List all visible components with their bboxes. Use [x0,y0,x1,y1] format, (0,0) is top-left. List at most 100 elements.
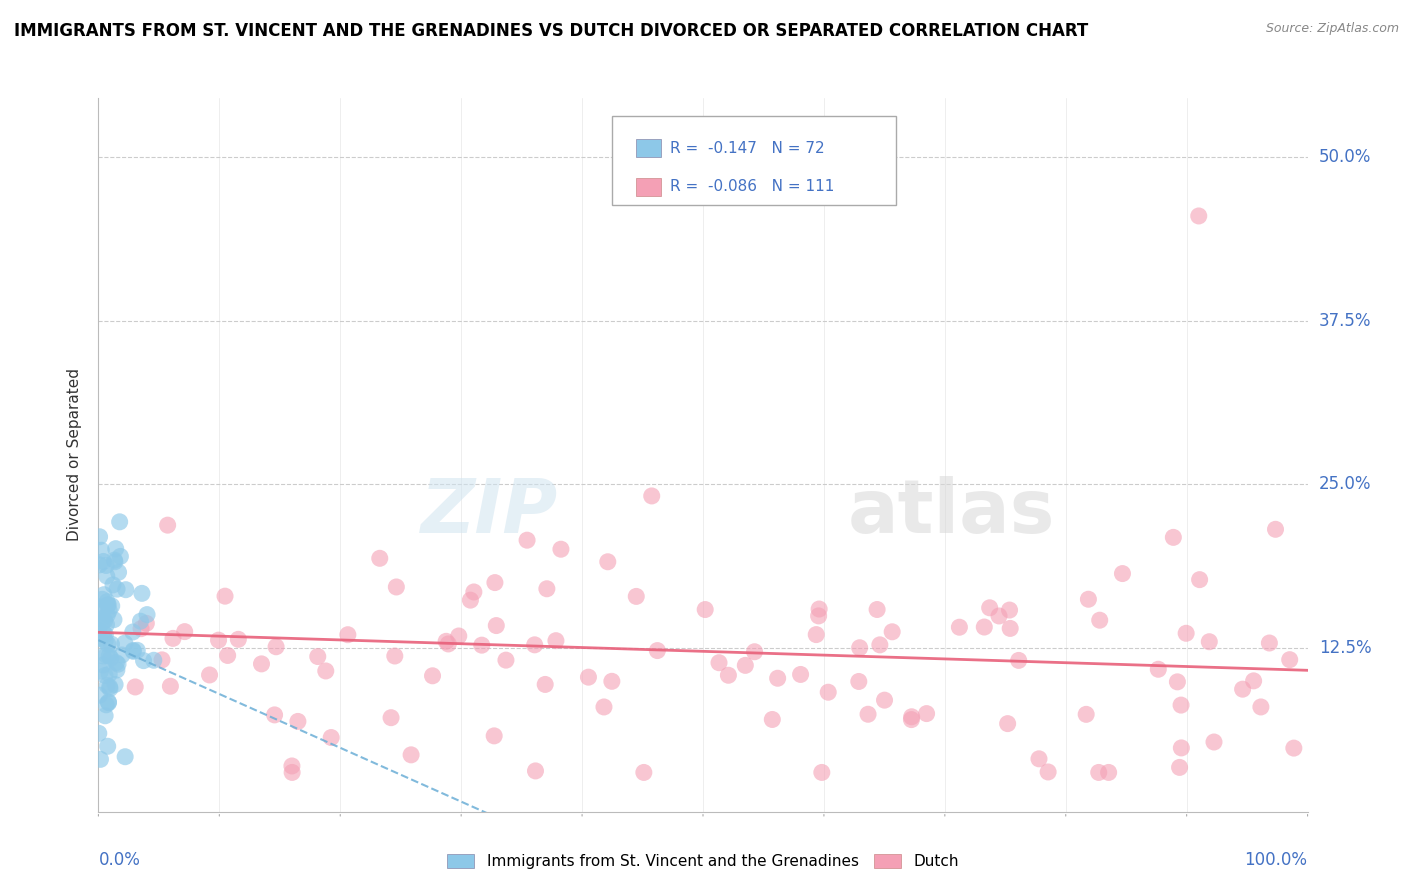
Point [162,632,184,646]
Text: R =  -0.086   N = 111: R = -0.086 N = 111 [671,179,835,194]
Point [1170,740,1192,755]
Point [998,622,1021,636]
Point [142,653,165,667]
Point [98,681,121,696]
Point [1232,682,1254,697]
Point [129,622,152,636]
Point [96,698,118,712]
Point [485,618,508,632]
Point [100,599,122,613]
Point [1170,698,1192,712]
Point [121,624,143,639]
Point [94,633,117,648]
Point [228,632,250,647]
Point [97,739,120,754]
Point [104,555,127,569]
Point [207,633,229,648]
Text: IMMIGRANTS FROM ST. VINCENT AND THE GRENADINES VS DUTCH DIVORCED OR SEPARATED CO: IMMIGRANTS FROM ST. VINCENT AND THE GREN… [14,22,1088,40]
Point [1250,700,1272,714]
Point [399,747,422,762]
Point [1077,592,1099,607]
Point [198,668,221,682]
Text: atlas: atlas [848,475,1056,549]
Point [100,651,122,665]
Point [94,627,117,641]
Point [915,706,938,721]
Point [900,710,922,724]
Point [90,604,112,618]
Point [114,636,136,650]
Point [264,640,287,654]
Point [131,586,153,600]
Point [98,603,121,617]
Point [1147,662,1170,676]
Point [1088,613,1111,627]
Point [1188,573,1211,587]
Point [336,628,359,642]
Point [135,616,157,631]
Point [122,643,145,657]
Point [1028,752,1050,766]
Point [1278,653,1301,667]
Point [1258,636,1281,650]
Point [1166,674,1188,689]
Point [105,663,128,677]
Point [437,637,460,651]
Point [98,648,121,663]
Point [524,764,547,778]
Point [132,654,155,668]
Point [600,674,623,689]
Point [263,707,285,722]
Point [1036,764,1059,779]
Point [1175,626,1198,640]
Point [103,553,125,567]
Point [87,726,110,740]
Point [159,679,181,693]
Point [97,637,120,651]
Point [593,700,616,714]
Point [110,549,132,564]
Point [107,566,129,580]
Point [129,614,152,628]
Point [384,648,406,663]
Point [89,752,111,766]
Point [866,602,889,616]
Point [463,585,485,599]
FancyBboxPatch shape [612,116,897,205]
Point [633,765,655,780]
Point [89,599,111,614]
Point [94,708,117,723]
Point [98,680,121,694]
Point [96,569,118,583]
Point [150,653,173,667]
Point [281,765,304,780]
Point [94,558,117,573]
Point [596,555,619,569]
Point [107,657,129,672]
Point [97,696,120,710]
Point [368,551,391,566]
Point [96,648,118,663]
Point [281,759,304,773]
Point [641,489,664,503]
Point [93,588,115,602]
Point [89,664,111,678]
Point [136,607,159,622]
Point [287,714,309,729]
Point [105,656,128,670]
Point [1264,522,1286,536]
Point [91,611,114,625]
Point [1198,634,1220,648]
Point [307,649,329,664]
Point [250,657,273,671]
Point [114,582,136,597]
Point [114,749,136,764]
Text: ZIP: ZIP [420,475,558,549]
Point [434,634,457,648]
Point [89,632,111,646]
Point [1008,653,1031,667]
Point [1163,530,1185,544]
Point [1202,735,1225,749]
Point [734,658,756,673]
Point [707,656,730,670]
